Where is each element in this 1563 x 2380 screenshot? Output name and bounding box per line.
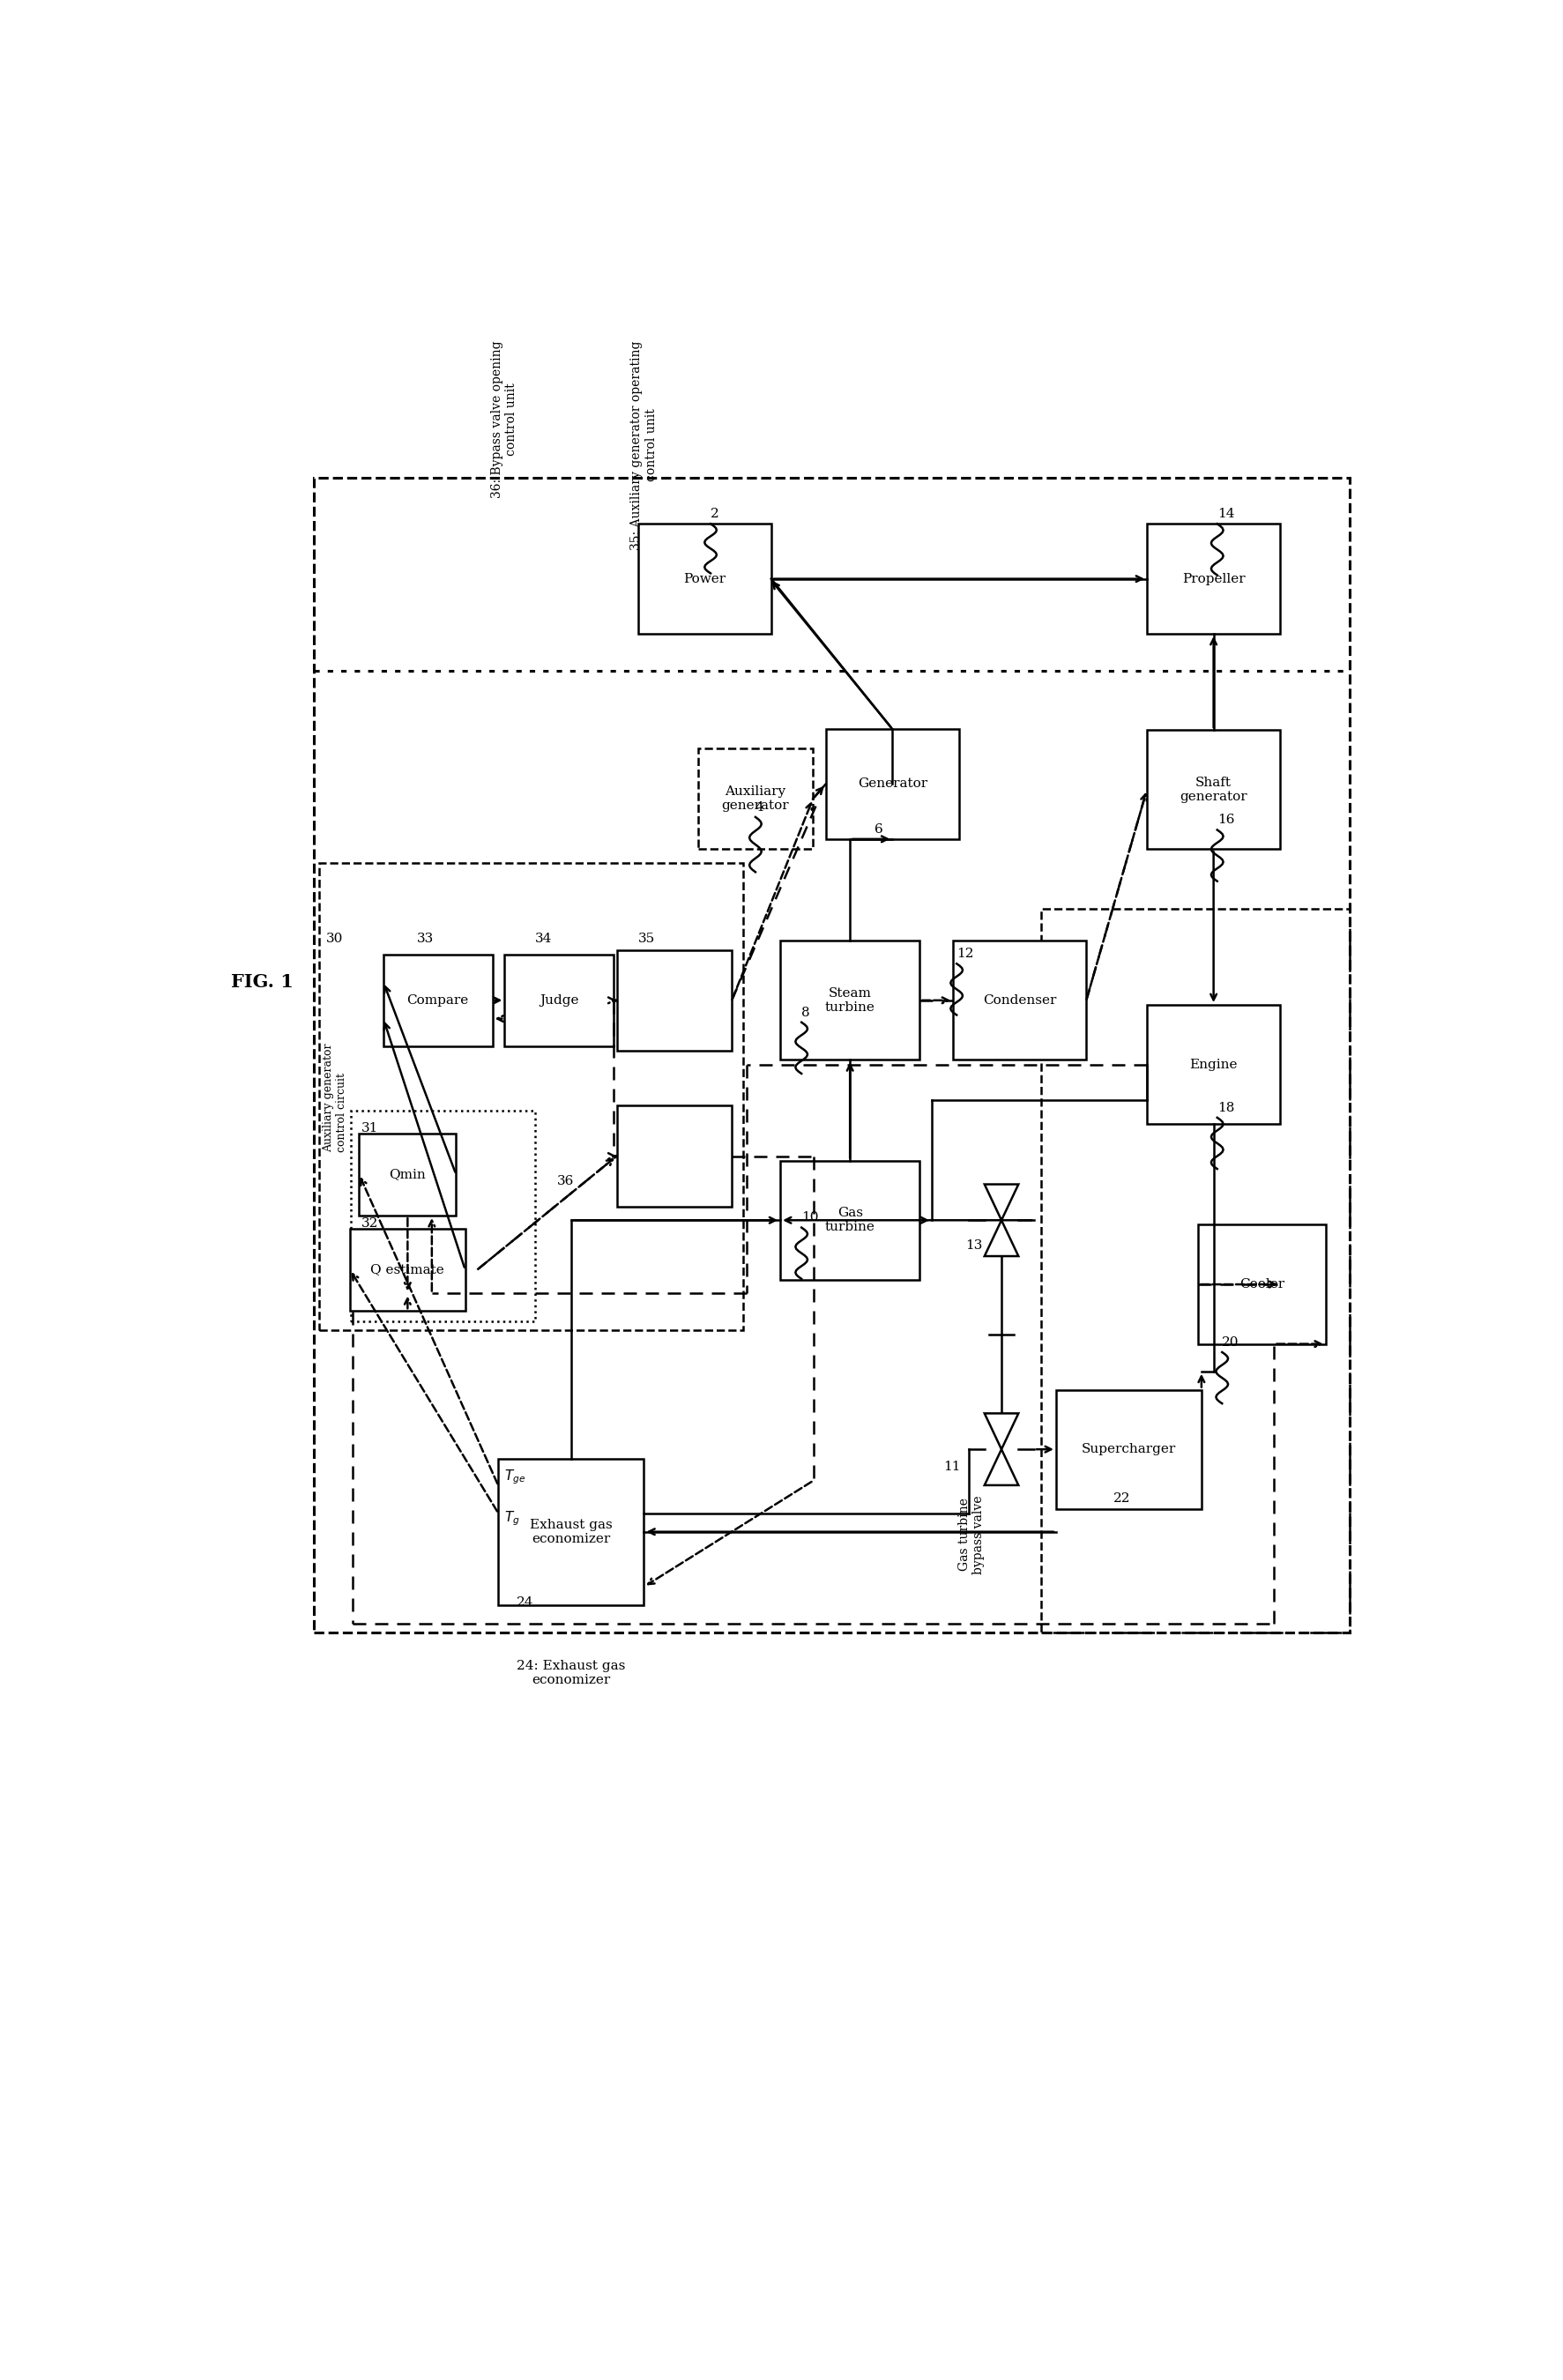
Text: 13: 13 xyxy=(964,1240,982,1252)
Text: Gas
turbine: Gas turbine xyxy=(824,1207,875,1233)
Text: 11: 11 xyxy=(942,1461,960,1473)
Text: 4: 4 xyxy=(755,802,764,814)
Text: Compare: Compare xyxy=(406,995,469,1007)
Bar xyxy=(1146,524,1280,633)
Bar xyxy=(616,1107,731,1207)
Text: Supercharger: Supercharger xyxy=(1082,1442,1175,1457)
Bar xyxy=(1055,1390,1200,1509)
Bar xyxy=(499,1459,644,1604)
Text: 18: 18 xyxy=(1216,1102,1233,1114)
Text: 31: 31 xyxy=(361,1121,378,1135)
Text: 10: 10 xyxy=(802,1211,817,1223)
Text: FIG. 1: FIG. 1 xyxy=(231,973,294,990)
Bar xyxy=(952,940,1086,1059)
Bar xyxy=(350,1109,535,1321)
Text: Cooler: Cooler xyxy=(1239,1278,1283,1290)
Text: 36: Bypass valve opening
control unit: 36: Bypass valve opening control unit xyxy=(491,340,517,497)
Text: 24: Exhaust gas
economizer: 24: Exhaust gas economizer xyxy=(516,1661,625,1687)
Text: Gas turbine
bypass valve: Gas turbine bypass valve xyxy=(957,1495,985,1573)
Text: 34: 34 xyxy=(535,933,552,945)
Text: 24: 24 xyxy=(516,1597,533,1609)
Text: Q estimate: Q estimate xyxy=(370,1264,444,1276)
Text: 14: 14 xyxy=(1216,507,1233,521)
Bar xyxy=(350,1228,464,1311)
Text: Steam
turbine: Steam turbine xyxy=(824,988,875,1014)
Text: Condenser: Condenser xyxy=(983,995,1055,1007)
Polygon shape xyxy=(985,1185,1018,1221)
Text: 33: 33 xyxy=(417,933,435,945)
Bar xyxy=(1041,909,1349,1633)
Text: Shaft
generator: Shaft generator xyxy=(1179,776,1247,802)
Text: 12: 12 xyxy=(957,947,974,959)
Bar xyxy=(780,1161,919,1280)
Text: 2: 2 xyxy=(710,507,719,521)
Bar xyxy=(1197,1226,1325,1345)
Text: Exhaust gas
economizer: Exhaust gas economizer xyxy=(530,1518,613,1545)
Polygon shape xyxy=(985,1449,1018,1485)
Text: Auxiliary generator
control circuit: Auxiliary generator control circuit xyxy=(322,1042,347,1152)
Text: 22: 22 xyxy=(1113,1492,1130,1504)
Text: Generator: Generator xyxy=(857,778,927,790)
Text: 20: 20 xyxy=(1221,1335,1238,1349)
Bar xyxy=(825,728,958,840)
Bar xyxy=(505,954,613,1047)
Text: Power: Power xyxy=(683,574,725,585)
Text: 35: 35 xyxy=(638,933,655,945)
Text: Qmin: Qmin xyxy=(389,1169,425,1180)
Bar xyxy=(780,940,919,1059)
Polygon shape xyxy=(985,1221,1018,1257)
Text: $T_{ge}$: $T_{ge}$ xyxy=(505,1468,525,1485)
Bar xyxy=(1146,731,1280,850)
Text: 35: Auxiliary generator operating
control unit: 35: Auxiliary generator operating contro… xyxy=(630,340,656,550)
Text: 30: 30 xyxy=(327,933,344,945)
Text: 36: 36 xyxy=(556,1176,574,1188)
Text: 8: 8 xyxy=(802,1007,810,1019)
Polygon shape xyxy=(985,1414,1018,1449)
Bar xyxy=(383,954,492,1047)
Bar xyxy=(1146,1004,1280,1123)
Text: Judge: Judge xyxy=(539,995,578,1007)
Text: $T_g$: $T_g$ xyxy=(505,1509,520,1528)
Bar xyxy=(638,524,771,633)
Text: 6: 6 xyxy=(874,823,882,835)
Text: Auxiliary
generator: Auxiliary generator xyxy=(721,785,789,812)
Bar xyxy=(616,950,731,1050)
Bar xyxy=(359,1133,456,1216)
Bar xyxy=(319,864,742,1330)
Text: 32: 32 xyxy=(361,1216,378,1230)
Bar xyxy=(314,478,1349,1633)
Text: Engine: Engine xyxy=(1189,1059,1236,1071)
Text: Propeller: Propeller xyxy=(1182,574,1244,585)
Text: 16: 16 xyxy=(1216,814,1233,826)
Bar xyxy=(697,747,813,850)
